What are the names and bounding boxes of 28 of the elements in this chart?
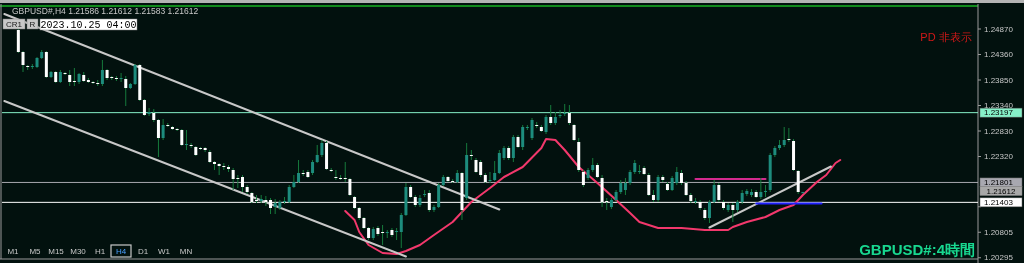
y-tick-label: 1.23850 bbox=[984, 75, 1014, 85]
ref-line-label: 1.21403 bbox=[984, 198, 1014, 208]
annotation: MN bbox=[179, 246, 193, 256]
annotation: R bbox=[26, 18, 39, 30]
annotation: PD 非表示 bbox=[920, 31, 972, 43]
annotation: CR1 bbox=[2, 18, 26, 30]
annotation: M1 bbox=[7, 246, 19, 256]
annotation: H4 bbox=[110, 244, 132, 258]
y-tick-label: 1.24360 bbox=[984, 50, 1014, 59]
ref-line-label: 1.23197 bbox=[984, 108, 1014, 118]
annotation: M5 bbox=[29, 246, 41, 256]
y-tick-label: 1.22830 bbox=[984, 126, 1014, 136]
annotation: W1 bbox=[158, 246, 170, 256]
annotation: D1 bbox=[137, 246, 149, 256]
annotation: 2023.10.25 04:00 bbox=[39, 18, 138, 31]
annotation: 1.21612 bbox=[979, 186, 1023, 196]
y-tick-label: 1.20805 bbox=[984, 227, 1014, 237]
y-tick-label: 1.20295 bbox=[984, 253, 1014, 263]
ref-line-label: 1.21801 bbox=[984, 178, 1014, 188]
annotation: GBPUSD#:4時間 bbox=[859, 240, 975, 258]
annotation: M15 bbox=[48, 246, 64, 256]
y-tick-label: 1.23340 bbox=[984, 101, 1014, 110]
annotation: M30 bbox=[70, 246, 86, 256]
annotation: H4 bbox=[115, 246, 127, 256]
annotation: H1 bbox=[94, 246, 106, 256]
chart-title: GBPUSD#,H4 1.21586 1.21612 1.21583 1.21612 bbox=[12, 6, 199, 16]
y-tick-label: 1.22320 bbox=[984, 152, 1014, 161]
y-tick-label: 1.24870 bbox=[984, 24, 1014, 34]
